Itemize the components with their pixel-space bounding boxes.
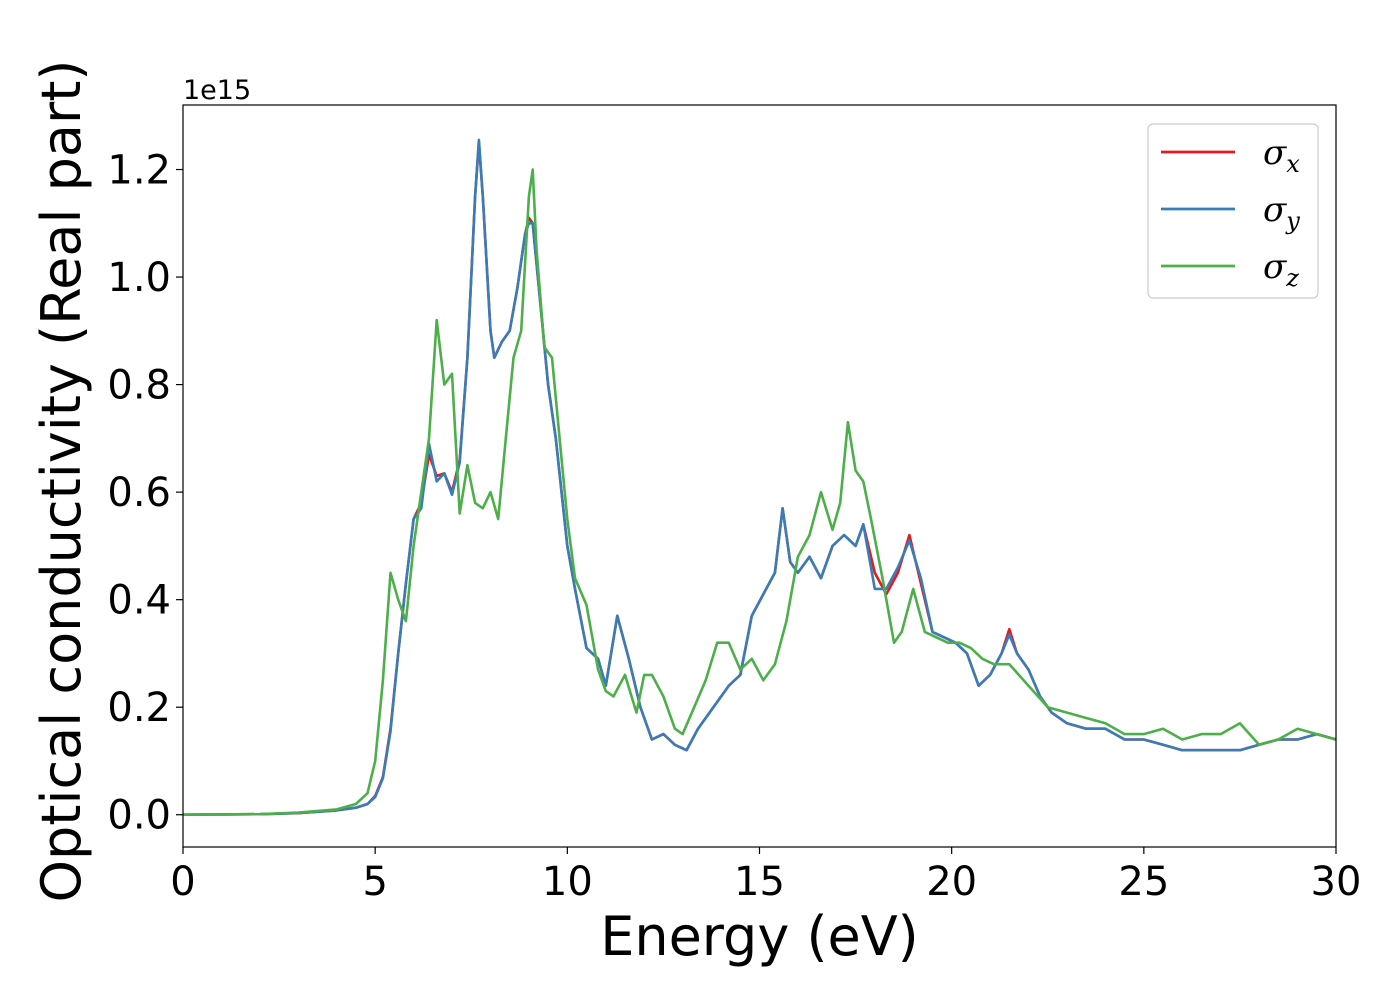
legend-label: σz — [1263, 247, 1299, 292]
x-tick-label: 25 — [1118, 859, 1169, 905]
y-tick-label: 1.0 — [107, 255, 171, 301]
legend: σx σy σz — [1147, 123, 1319, 299]
x-axis-title: Energy (eV) — [600, 905, 919, 968]
y-axis-offset-label: 1e15 — [183, 75, 251, 106]
y-tick-label: 0.6 — [107, 470, 171, 516]
y-axis: 0.0 0.2 0.4 0.6 0.8 1.0 1.2 — [107, 148, 183, 839]
x-tick-label: 10 — [542, 859, 593, 905]
x-tick-label: 15 — [734, 859, 785, 905]
series-line-3 — [183, 168, 1336, 816]
y-tick-label: 0.0 — [107, 793, 171, 839]
y-axis-title: Optical conductivity (Real part) — [30, 60, 93, 903]
y-tick-label: 0.8 — [107, 363, 171, 409]
x-tick-label: 5 — [362, 859, 387, 905]
series-layer — [183, 138, 1336, 816]
y-tick-label: 0.4 — [107, 578, 171, 624]
y-tick-label: 1.2 — [107, 148, 171, 194]
x-tick-label: 0 — [170, 859, 195, 905]
legend-box — [1147, 123, 1319, 299]
x-axis: 0 5 10 15 20 25 30 — [170, 847, 1361, 905]
x-tick-label: 20 — [926, 859, 977, 905]
legend-label: σy — [1263, 190, 1300, 235]
y-tick-label: 0.2 — [107, 685, 171, 731]
legend-label: σx — [1263, 133, 1300, 178]
x-tick-label: 30 — [1311, 859, 1362, 905]
